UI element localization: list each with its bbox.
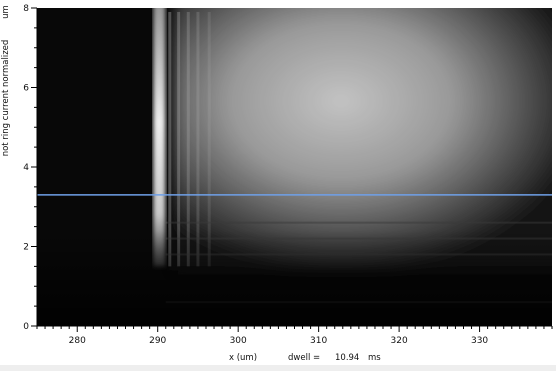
- heatmap-bright-edge: [153, 8, 166, 267]
- y-tick-label: 2: [23, 243, 29, 253]
- heatmap-bottom-shade: [37, 230, 552, 326]
- y-tick-label: 8: [23, 4, 29, 14]
- dwell-label: dwell =: [288, 353, 320, 363]
- x-tick-label: 320: [391, 336, 408, 346]
- axes: [31, 7, 553, 332]
- x-tick-label: 310: [310, 336, 327, 346]
- x-tick-labels: 280 290 300 310 320 330: [69, 336, 489, 346]
- y-axis-label: not ring current normalized: [1, 40, 11, 157]
- dwell-value: 10.94: [335, 353, 359, 363]
- x-tick-label: 290: [149, 336, 166, 346]
- x-tick-label: 300: [230, 336, 247, 346]
- heatmap-streak: [177, 11, 181, 267]
- heatmap-streak: [196, 11, 200, 267]
- x-axis-label: x (um): [229, 353, 257, 363]
- y-tick-label: 0: [23, 322, 29, 332]
- heatmap-band: [165, 221, 552, 224]
- y-tick-label: 6: [23, 84, 29, 94]
- x-tick-label: 330: [471, 336, 488, 346]
- y-tick-label: 4: [23, 163, 29, 173]
- y-axis-unit: um: [1, 5, 11, 19]
- dwell-unit: ms: [368, 353, 381, 363]
- y-tick-labels: 0 2 4 6 8: [23, 4, 29, 332]
- footer-strip: [0, 365, 556, 371]
- x-tick-label: 280: [69, 336, 86, 346]
- heatmap-streak: [207, 11, 211, 267]
- heatmap-streak: [168, 11, 172, 267]
- heatmap-glow-region: [173, 8, 552, 271]
- heatmap-streak: [186, 11, 190, 267]
